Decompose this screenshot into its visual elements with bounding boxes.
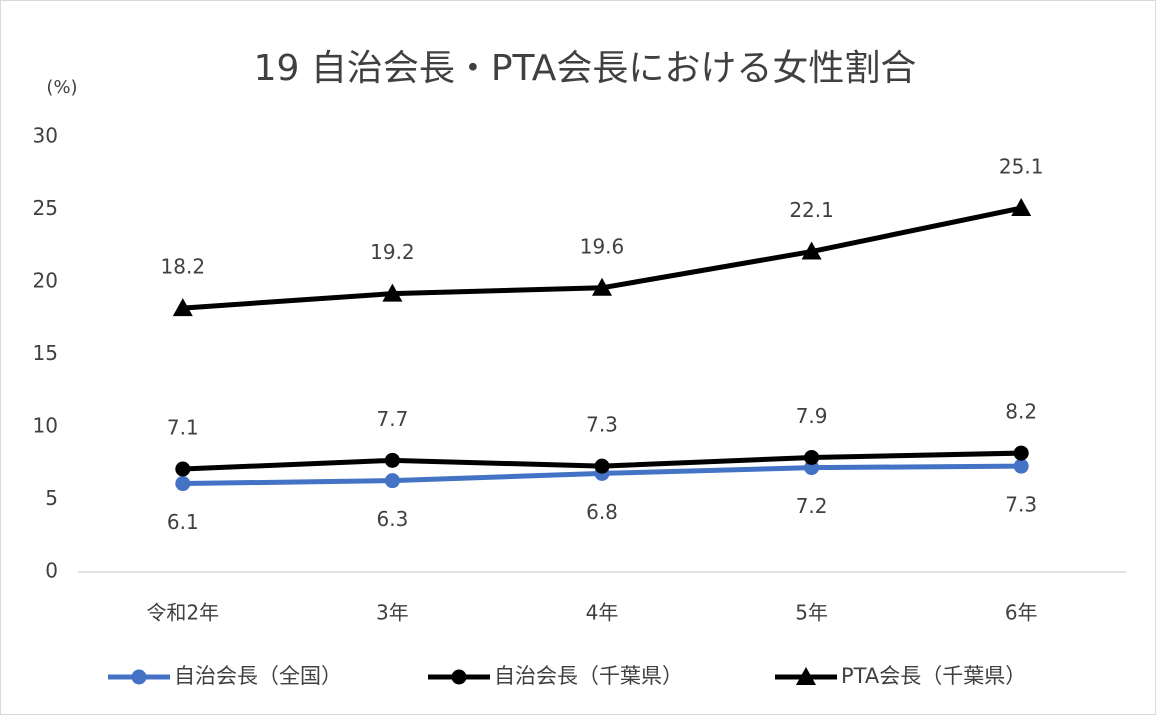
marker (175, 476, 191, 492)
legend-label: PTA会長（千葉県） (841, 664, 1026, 688)
x-tick-label: 令和2年 (146, 601, 219, 625)
data-label: 6.8 (586, 500, 618, 524)
data-label: 7.9 (796, 404, 828, 428)
data-label: 7.3 (1005, 493, 1037, 517)
data-label: 7.2 (796, 494, 828, 518)
data-label: 7.1 (167, 416, 199, 440)
legend-label: 自治会長（全国） (174, 664, 342, 688)
y-tick-label: 30 (33, 124, 58, 148)
y-tick-label: 25 (33, 196, 58, 220)
legend-marker (796, 667, 816, 685)
x-tick-label: 4年 (586, 601, 619, 625)
marker (1013, 458, 1029, 474)
data-label: 7.7 (376, 407, 408, 431)
y-tick-label: 20 (33, 269, 58, 293)
data-label: 8.2 (1005, 400, 1037, 424)
marker (1013, 445, 1029, 461)
marker (592, 277, 612, 296)
data-label: 6.3 (376, 507, 408, 531)
marker (384, 452, 400, 468)
data-label: 19.2 (370, 240, 415, 264)
marker (804, 449, 820, 465)
data-label: 19.6 (580, 234, 625, 258)
data-label: 6.1 (167, 510, 199, 534)
data-label: 7.3 (586, 413, 618, 437)
legend-label: 自治会長（千葉県） (494, 664, 683, 688)
x-tick-label: 3年 (376, 601, 409, 625)
legend-marker (131, 669, 147, 685)
y-tick-label: 0 (45, 559, 58, 583)
data-label: 25.1 (999, 155, 1044, 179)
y-tick-label: 5 (45, 486, 58, 510)
marker (594, 458, 610, 474)
y-tick-label: 15 (33, 341, 58, 365)
marker (801, 241, 822, 260)
marker (172, 298, 193, 317)
data-label: 22.1 (789, 198, 834, 222)
marker (384, 473, 400, 489)
y-tick-label: 10 (33, 414, 58, 438)
marker (175, 461, 191, 477)
marker (1011, 198, 1032, 217)
marker (382, 283, 403, 302)
data-label: 18.2 (161, 255, 206, 279)
x-tick-label: 6年 (1005, 601, 1038, 625)
y-axis-label: (%) (46, 77, 77, 98)
chart-title: 19 自治会長・PTA会長における女性割合 (254, 48, 917, 89)
legend-marker (451, 669, 467, 685)
x-tick-label: 5年 (795, 601, 828, 625)
